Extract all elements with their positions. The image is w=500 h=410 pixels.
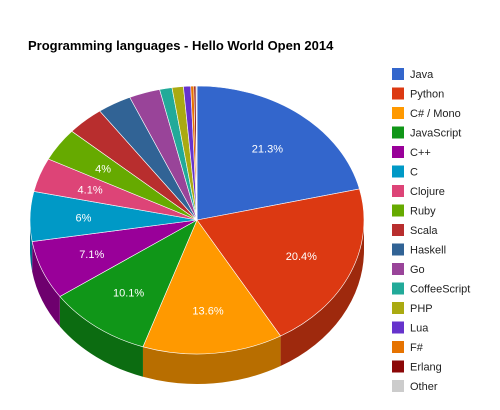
legend-item-erlang: Erlang xyxy=(392,360,442,374)
slice-side-c xyxy=(32,241,60,327)
slice-side-c-mono xyxy=(142,336,281,384)
legend-item-c-mono: C# / Mono xyxy=(392,107,461,120)
legend-label: Erlang xyxy=(410,362,442,374)
legend-label: JavaScript xyxy=(410,128,461,140)
legend-swatch xyxy=(392,185,404,197)
legend-swatch xyxy=(392,243,404,256)
slice-java xyxy=(196,85,360,221)
pie-slices xyxy=(29,85,365,355)
legend-label: Scala xyxy=(410,225,438,237)
legend-label: Other xyxy=(410,381,438,393)
legend-swatch xyxy=(392,126,404,139)
slice-label-python: 20.4% xyxy=(286,251,317,263)
slice-label-c: 7.1% xyxy=(79,249,104,261)
legend-label: PHP xyxy=(410,303,433,315)
legend: Java Python C# / Mono JavaScript C++ C Clojure… xyxy=(392,68,470,393)
legend-swatch xyxy=(392,87,404,100)
legend-label: C xyxy=(410,167,418,179)
slice-label-c: 6% xyxy=(76,213,92,225)
legend-item-other: Other xyxy=(392,380,438,393)
legend-swatch xyxy=(392,68,404,80)
legend-item-java: Java xyxy=(392,68,434,81)
legend-item-php: PHP xyxy=(392,302,433,315)
legend-item-lua: Lua xyxy=(392,321,429,335)
legend-swatch xyxy=(392,146,404,158)
slice-label-javascript: 10.1% xyxy=(113,288,144,300)
legend-swatch xyxy=(392,282,404,295)
legend-item-haskell: Haskell xyxy=(392,243,446,257)
legend-swatch xyxy=(392,224,404,236)
legend-swatch xyxy=(392,107,404,119)
slice-python xyxy=(196,188,365,337)
legend-swatch xyxy=(392,341,404,353)
legend-label: Java xyxy=(410,69,434,81)
legend-label: Lua xyxy=(410,323,429,335)
legend-item-coffeescript: CoffeeScript xyxy=(392,282,470,296)
legend-item-f: F# xyxy=(392,341,424,354)
legend-swatch xyxy=(392,204,404,217)
legend-swatch xyxy=(392,380,404,392)
legend-label: CoffeeScript xyxy=(410,284,470,296)
legend-label: C++ xyxy=(410,147,431,159)
legend-swatch xyxy=(392,165,404,178)
legend-label: C# / Mono xyxy=(410,108,461,120)
legend-label: Go xyxy=(410,264,425,276)
slice-label-java: 21.3% xyxy=(252,143,283,155)
legend-item-c: C xyxy=(392,165,418,179)
legend-label: Ruby xyxy=(410,206,436,218)
legend-item-scala: Scala xyxy=(392,224,438,237)
legend-label: Python xyxy=(410,89,444,101)
legend-swatch xyxy=(392,263,404,275)
slice-labels: 21.3% 20.4% 13.6% 10.1% 7.1% 6% 4.1% 4% xyxy=(76,143,318,317)
legend-swatch xyxy=(392,321,404,334)
slice-label-clojure: 4.1% xyxy=(78,184,103,196)
slice-javascript xyxy=(59,219,198,348)
legend-swatch xyxy=(392,360,404,373)
legend-item-c: C++ xyxy=(392,146,431,159)
chart-title: Programming languages - Hello World Open… xyxy=(28,38,334,53)
legend-item-python: Python xyxy=(392,87,444,101)
legend-item-clojure: Clojure xyxy=(392,185,445,198)
legend-item-javascript: JavaScript xyxy=(392,126,461,140)
legend-label: Haskell xyxy=(410,245,446,257)
slice-other xyxy=(195,85,198,221)
slice-label-ruby: 4% xyxy=(95,164,111,176)
legend-label: F# xyxy=(410,342,424,354)
legend-swatch xyxy=(392,302,404,314)
slice-side-python xyxy=(280,220,364,367)
slice-c-mono xyxy=(142,219,282,355)
slice-label-c-mono: 13.6% xyxy=(192,306,223,318)
legend-label: Clojure xyxy=(410,186,445,198)
legend-item-ruby: Ruby xyxy=(392,204,436,218)
legend-item-go: Go xyxy=(392,263,425,276)
